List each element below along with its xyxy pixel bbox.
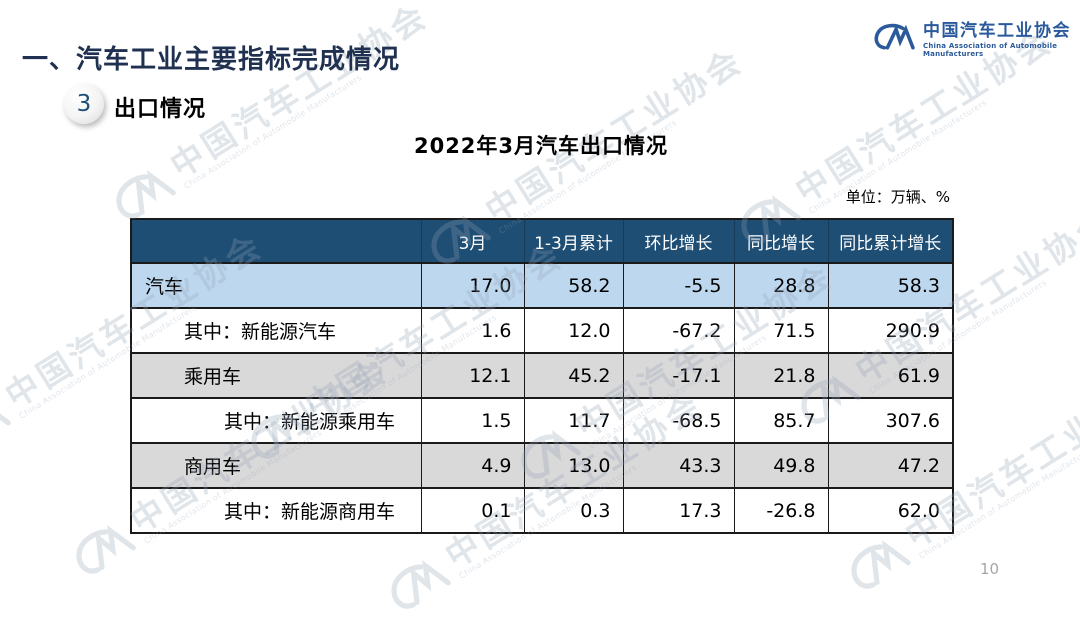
cell-value: 21.8 xyxy=(733,352,829,399)
caam-monogram-icon xyxy=(64,515,139,583)
export-data-table: 3月 1-3月累计 环比增长 同比增长 同比累计增长 汽车 17.0 58.2 … xyxy=(130,218,954,534)
cell-value: 28.8 xyxy=(733,262,829,309)
row-label: 其中：新能源汽车 xyxy=(130,307,422,354)
cell-value: 0.1 xyxy=(420,487,525,534)
unit-label: 单位：万辆、% xyxy=(845,188,950,206)
cell-value: 1.6 xyxy=(420,307,525,354)
row-label: 其中：新能源乘用车 xyxy=(130,397,422,444)
cell-value: 62.0 xyxy=(827,487,954,534)
caam-monogram-icon xyxy=(872,19,915,55)
cell-value: 17.0 xyxy=(420,262,525,309)
cell-value: 1.5 xyxy=(420,397,525,444)
cell-value: 61.9 xyxy=(827,352,954,399)
table-row: 汽车 17.0 58.2 -5.5 28.8 58.3 xyxy=(130,262,954,309)
table-row: 乘用车 12.1 45.2 -17.1 21.8 61.9 xyxy=(130,352,954,399)
caam-monogram-icon xyxy=(379,550,454,618)
cell-value: 43.3 xyxy=(622,442,735,489)
cell-value: 12.0 xyxy=(523,307,624,354)
table-row: 商用车 4.9 13.0 43.3 49.8 47.2 xyxy=(130,442,954,489)
section-title: 出口情况 xyxy=(114,97,207,122)
cell-value: -5.5 xyxy=(622,262,735,309)
row-label: 商用车 xyxy=(130,442,422,489)
column-header: 同比增长 xyxy=(733,218,829,264)
cell-value: -17.1 xyxy=(622,352,735,399)
cell-value: 0.3 xyxy=(523,487,624,534)
column-header: 3月 xyxy=(420,218,525,264)
page-title: 一、汽车工业主要指标完成情况 xyxy=(22,45,401,76)
cell-value: 47.2 xyxy=(827,442,954,489)
page-number: 10 xyxy=(980,560,1000,578)
cell-value: 12.1 xyxy=(420,352,525,399)
column-header xyxy=(130,218,422,264)
cell-value: 13.0 xyxy=(523,442,624,489)
cell-value: 4.9 xyxy=(420,442,525,489)
cell-value: 11.7 xyxy=(523,397,624,444)
logo-name-en: China Association of Automobile Manufact… xyxy=(923,42,1058,58)
table-row: 其中：新能源商用车 0.1 0.3 17.3 -26.8 62.0 xyxy=(130,487,954,534)
column-header: 环比增长 xyxy=(622,218,735,264)
cell-value: -68.5 xyxy=(622,397,735,444)
column-header: 1-3月累计 xyxy=(523,218,624,264)
table-row: 其中：新能源乘用车 1.5 11.7 -68.5 85.7 307.6 xyxy=(130,397,954,444)
cell-value: 85.7 xyxy=(733,397,829,444)
badge-number: 3 xyxy=(76,91,92,117)
slide: 中国汽车工业协会 China Association of Automobile … xyxy=(0,0,1080,604)
cell-value: 307.6 xyxy=(827,397,954,444)
cell-value: 49.8 xyxy=(733,442,829,489)
row-label: 汽车 xyxy=(130,262,422,309)
cell-value: -26.8 xyxy=(733,487,829,534)
column-header: 同比累计增长 xyxy=(827,218,954,264)
row-label: 乘用车 xyxy=(130,352,422,399)
row-label: 其中：新能源商用车 xyxy=(130,487,422,534)
caam-logo-text: 中国汽车工业协会 China Association of Automobile… xyxy=(923,16,1080,58)
cell-value: 17.3 xyxy=(622,487,735,534)
caam-monogram-icon xyxy=(0,390,14,458)
section-number-badge: 3 xyxy=(64,84,104,124)
cell-value: 45.2 xyxy=(523,352,624,399)
cell-value: 290.9 xyxy=(827,307,954,354)
cell-value: -67.2 xyxy=(622,307,735,354)
logo-name-cn: 中国汽车工业协会 xyxy=(923,21,1071,41)
table-header-row: 3月 1-3月累计 环比增长 同比增长 同比累计增长 xyxy=(130,218,954,264)
caam-monogram-icon xyxy=(839,530,914,598)
table-row: 其中：新能源汽车 1.6 12.0 -67.2 71.5 290.9 xyxy=(130,307,954,354)
cell-value: 71.5 xyxy=(733,307,829,354)
cell-value: 58.3 xyxy=(827,262,954,309)
table-title: 2022年3月汽车出口情况 xyxy=(413,134,669,158)
caam-logo: 中国汽车工业协会 China Association of Automobile… xyxy=(872,16,1080,58)
cell-value: 58.2 xyxy=(523,262,624,309)
